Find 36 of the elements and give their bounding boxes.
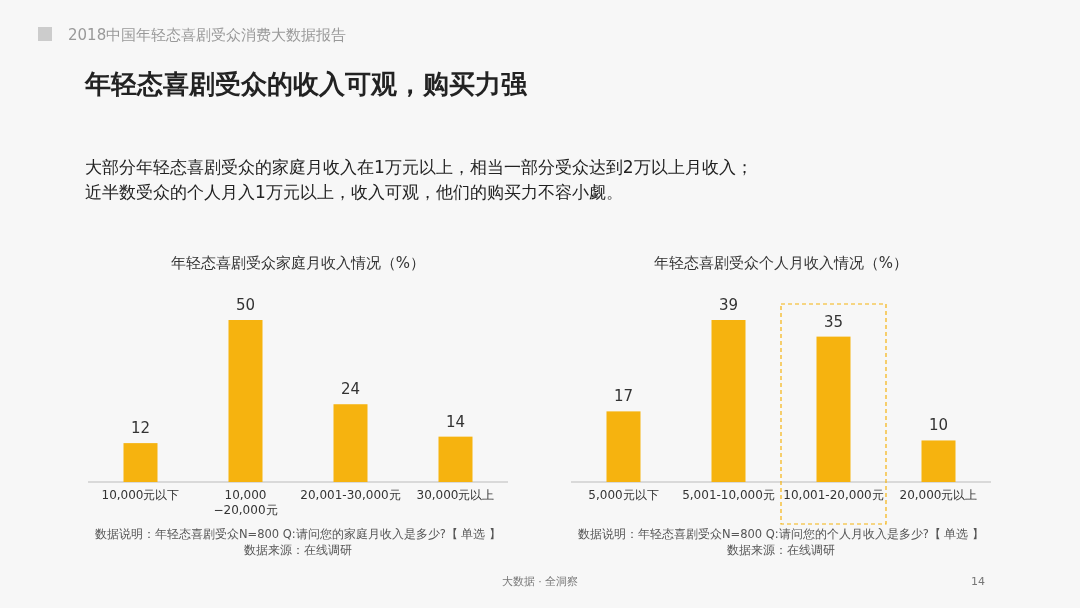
chart-title: 年轻态喜剧受众家庭月收入情况（%） — [170, 254, 426, 272]
bar — [123, 443, 158, 482]
text: 14 — [971, 575, 985, 588]
text: 大数据 · 全洞察 — [501, 575, 579, 588]
x-tick-label: 10,001-20,000元 — [783, 488, 884, 502]
x-tick-label: 30,000元以上 — [416, 488, 495, 502]
bar — [333, 404, 368, 482]
x-tick-label: 20,000元以上 — [899, 488, 978, 502]
x-tick-label: 5,000元以下 — [588, 488, 659, 502]
data-label: 14 — [445, 412, 466, 431]
data-label: 12 — [130, 419, 151, 438]
text: 年轻态喜剧受众的收入可观，购买力强 — [84, 69, 528, 99]
data-label: 35 — [823, 312, 844, 331]
chart-title: 年轻态喜剧受众个人月收入情况（%） — [653, 254, 909, 272]
bar — [921, 440, 956, 482]
x-tick-label: 5,001-10,000元 — [682, 488, 775, 502]
bar — [711, 320, 746, 482]
bar — [816, 336, 851, 482]
data-label: 50 — [235, 296, 256, 314]
text: 大部分年轻态喜剧受众的家庭月收入在1万元以上，相当一部分受众达到2万以上月收入； — [85, 157, 753, 177]
data-label: 24 — [340, 380, 361, 399]
text: 数据说明：年轻态喜剧受众N=800 Q:请问您的个人月收入是多少?【 单选 】 — [577, 527, 985, 541]
x-tick-label: 10,000元以下 — [101, 488, 180, 502]
text: 2018中国年轻态喜剧受众消费大数据报告 — [68, 26, 347, 44]
source-note: 数据来源：在线调研 — [244, 543, 352, 557]
data-label: 10 — [928, 416, 949, 435]
text: 数据说明：年轻态喜剧受众N=800 Q:请问您的家庭月收入是多少?【 单选 】 — [94, 527, 502, 541]
bar — [606, 411, 641, 482]
x-tick-label: 20,001-30,000元 — [300, 488, 401, 502]
text: 近半数受众的个人月入1万元以上，收入可观，他们的购买力不容小觑。 — [85, 182, 623, 202]
bar — [438, 436, 473, 482]
x-tick-label: 10,000 −20,000元 — [213, 488, 278, 517]
bar — [228, 320, 263, 482]
source-note: 数据来源：在线调研 — [727, 543, 835, 557]
data-label: 39 — [718, 296, 739, 314]
data-label: 17 — [613, 387, 634, 406]
